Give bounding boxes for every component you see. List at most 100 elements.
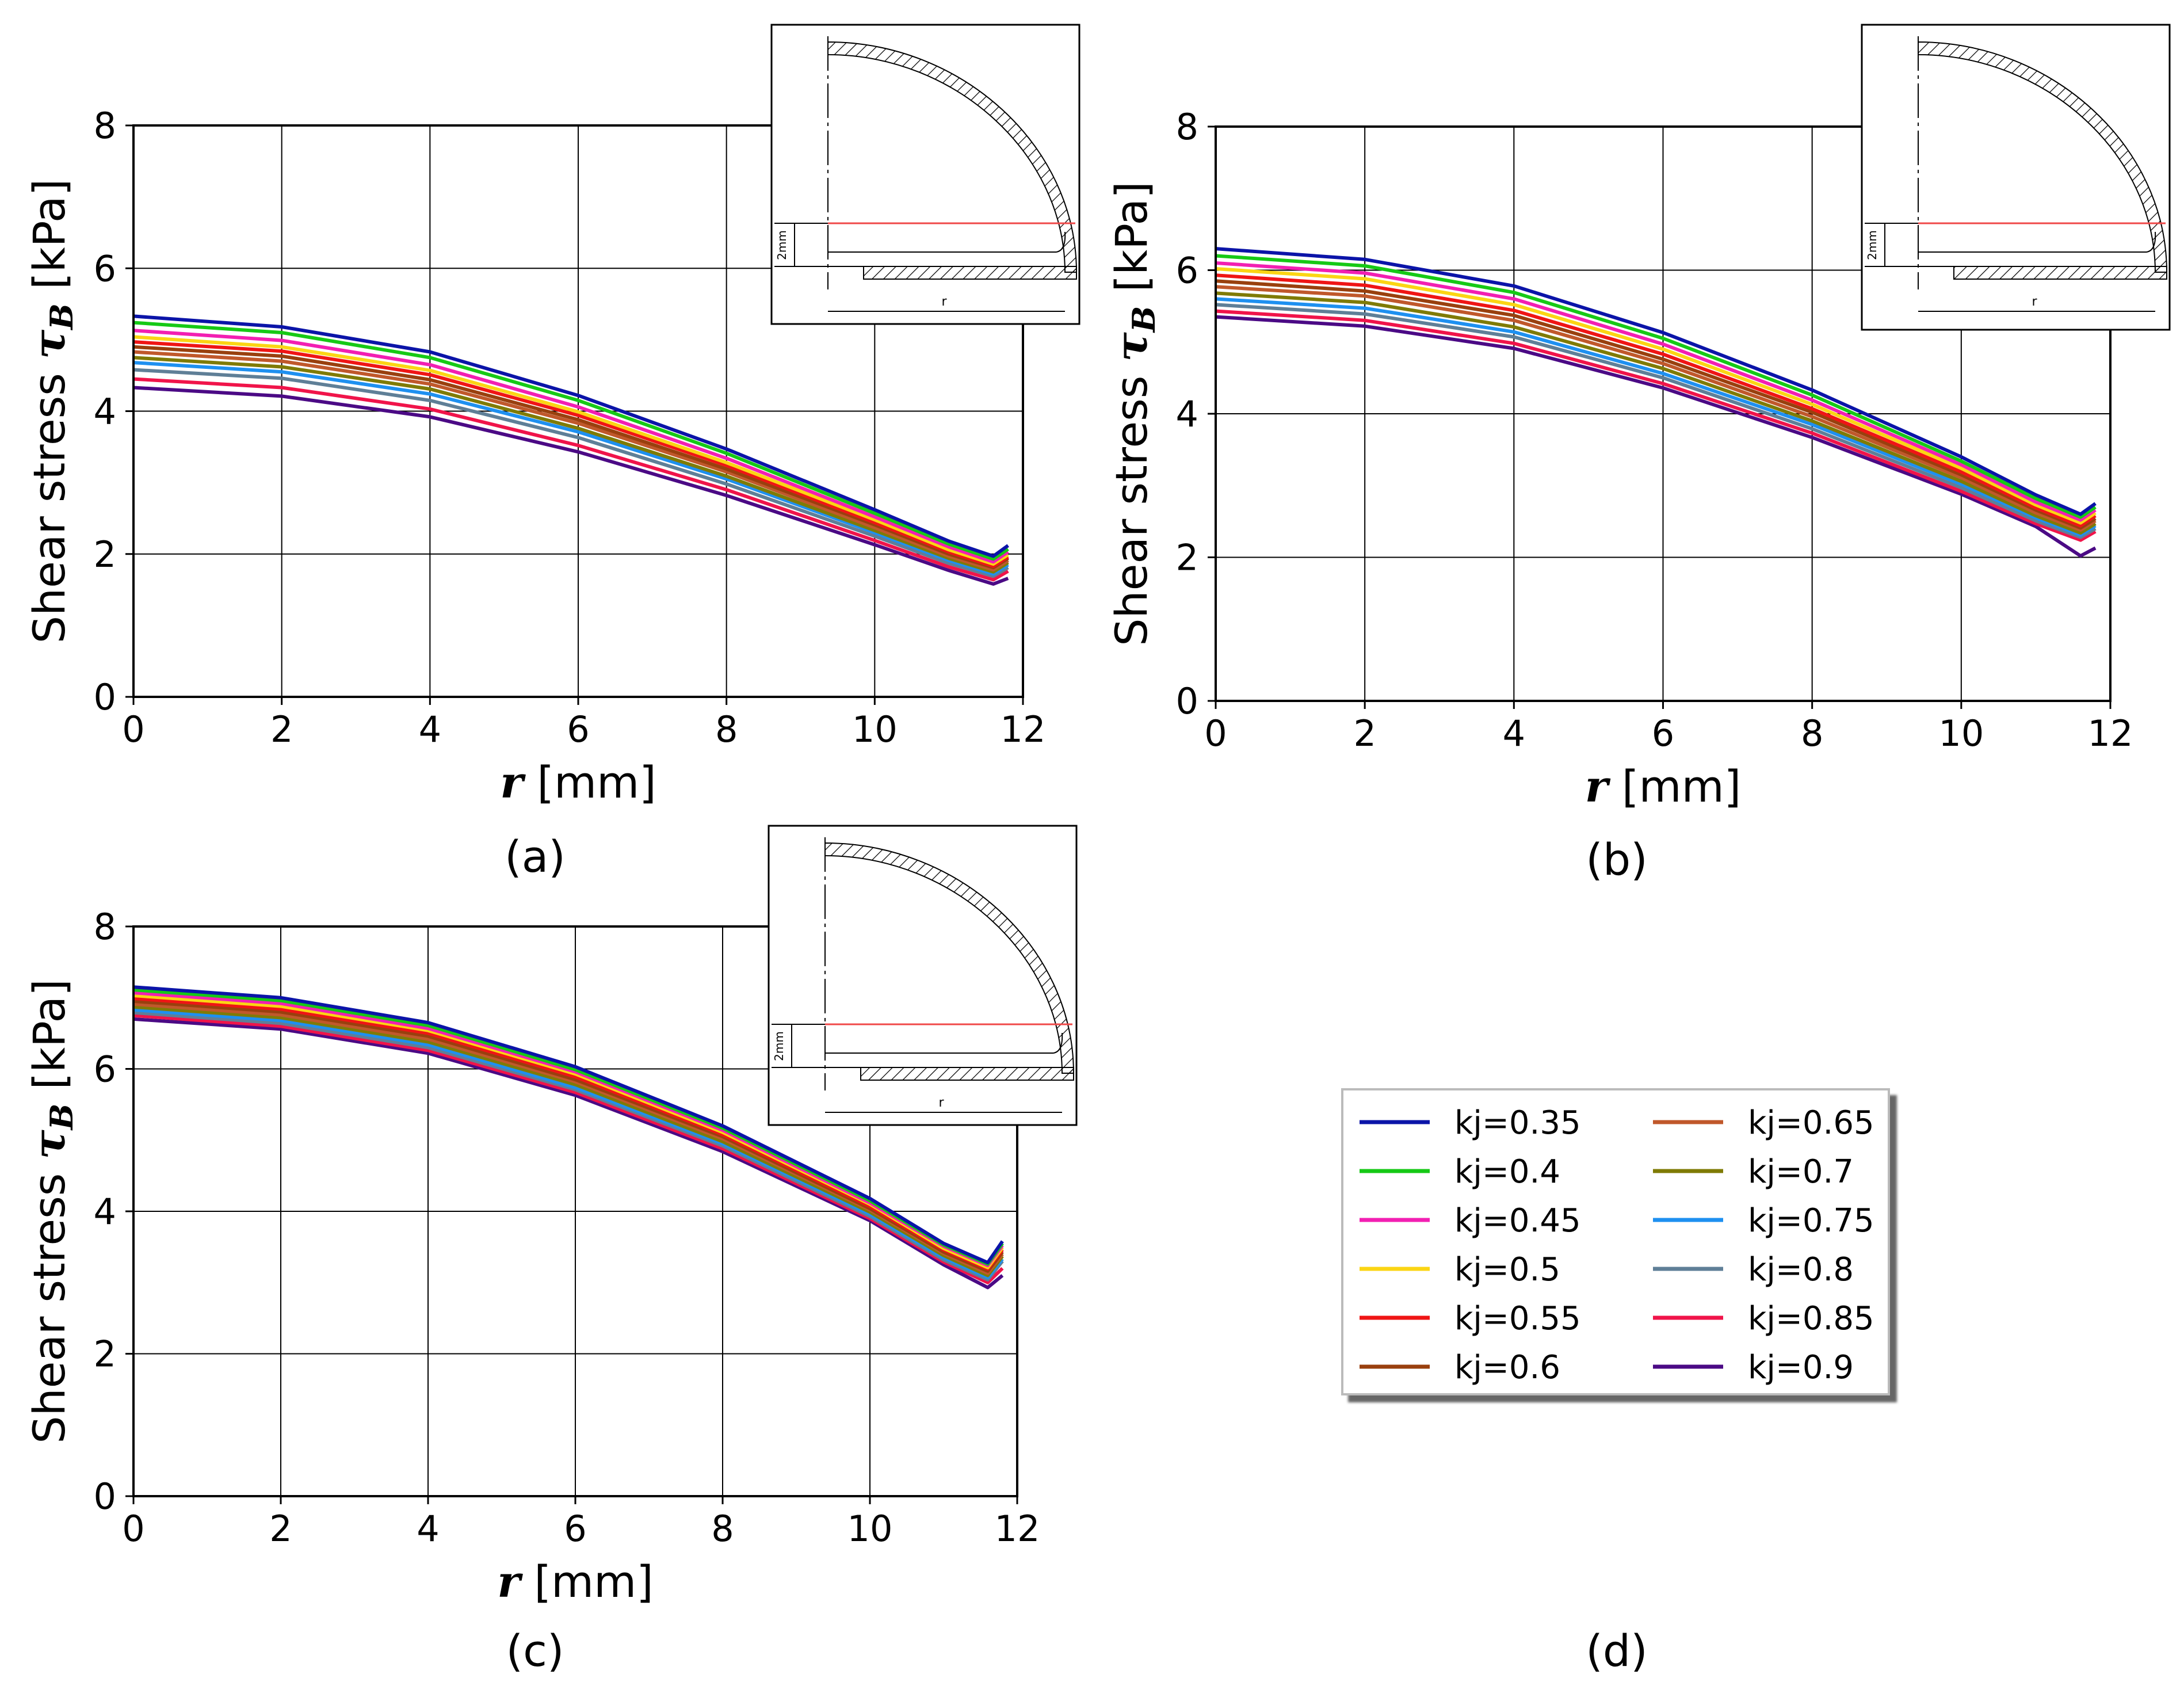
x-axis-label: r [mm] (500, 757, 656, 808)
x-tick-label: 8 (715, 708, 738, 750)
y-axis-label: Shear stress τB [kPa] (24, 979, 80, 1444)
series-line-kj-0.5 (133, 994, 1004, 1269)
series-line-kj-0.7 (1215, 291, 2097, 535)
x-tick-label: 6 (1652, 712, 1674, 754)
y-tick-label: 4 (1176, 393, 1198, 435)
chart-panel-b: 0 2 4 6 8 10 12 0 2 4 6 8 r [mm] Shear stress τB [kPa… (1106, 24, 2171, 812)
series-line-kj-0.9 (133, 1017, 1004, 1290)
legend-label: kj=0.45 (1454, 1202, 1581, 1240)
legend-label: kj=0.7 (1748, 1153, 1854, 1191)
caption-b: (b) (1586, 834, 1648, 885)
caption-c: (c) (506, 1625, 564, 1676)
x-tick-label: 8 (1801, 712, 1823, 754)
x-tick-label: 4 (419, 708, 441, 750)
y-tick-label: 2 (94, 1333, 116, 1375)
series-line-kj-0.9 (133, 386, 1009, 586)
y-tick-label: 6 (1176, 250, 1198, 292)
y-tick-label: 8 (94, 105, 116, 147)
inset-r-label: r (2032, 295, 2037, 309)
series-line-kj-0.35 (133, 985, 1004, 1265)
y-axis-symbol: τ (24, 1130, 75, 1160)
x-axis-symbol: r (1585, 761, 1611, 812)
series-line-kj-0.55 (1215, 273, 2097, 528)
y-tick-label: 2 (94, 533, 116, 575)
inset-dim-label: 2mm (772, 1031, 786, 1061)
x-axis-unit: [mm] (520, 1556, 654, 1607)
y-axis-unit: [kPa] (1106, 181, 1157, 306)
legend-label: kj=0.55 (1454, 1300, 1581, 1337)
series-line-kj-0.85 (133, 1013, 1004, 1284)
inset-diagram: 2mm r (768, 825, 1078, 1126)
series-group (1215, 247, 2097, 558)
inset-r-label: r (938, 1096, 944, 1110)
series-line-kj-0.5 (1215, 267, 2097, 525)
inset-gap-curve (1056, 231, 1066, 253)
inset-base-plate (1953, 266, 2167, 280)
series-line-kj-0.45 (1215, 261, 2097, 522)
series-line-kj-0.55 (133, 340, 1009, 568)
legend-label: kj=0.6 (1454, 1349, 1560, 1386)
x-tick-label: 0 (122, 708, 144, 750)
y-axis-symbol: τ (1106, 332, 1157, 362)
y-tick-label: 0 (94, 1475, 116, 1517)
y-tick-label: 2 (1176, 537, 1198, 579)
legend-label: kj=0.5 (1454, 1251, 1560, 1288)
y-axis-text: Shear stress (1106, 362, 1157, 646)
series-line-kj-0.7 (133, 1005, 1004, 1277)
y-tick-label: 0 (1176, 680, 1198, 722)
y-tick-label: 6 (94, 247, 116, 289)
inset-dim-label: 2mm (775, 230, 789, 260)
x-axis-symbol: r (500, 757, 526, 808)
series-line-kj-0.75 (133, 361, 1009, 576)
x-tick-label: 0 (122, 1508, 144, 1550)
legend-entries: kj=0.35 kj=0.4 kj=0.45 kj=0.5 kj=0.55 kj=0.6 k… (1360, 1104, 1874, 1386)
legend-label: kj=0.9 (1748, 1349, 1854, 1386)
caption-a: (a) (505, 831, 566, 882)
x-tick-label: 8 (711, 1508, 734, 1550)
y-axis-subscript: B (43, 303, 80, 331)
y-axis-label: Shear stress τB [kPa] (1106, 181, 1162, 646)
series-line-kj-0.45 (133, 329, 1009, 564)
series-line-kj-0.65 (133, 350, 1009, 572)
y-tick-label: 8 (1176, 106, 1198, 148)
chart-panel-a: 0 2 4 6 8 10 12 0 2 4 6 8 r [mm] Shear stress τB [kPa… (24, 24, 1080, 808)
x-tick-label: 12 (995, 1508, 1040, 1550)
inset-base-plate (863, 266, 1077, 280)
y-axis-label: Shear stress τB [kPa] (24, 179, 80, 644)
legend-label: kj=0.85 (1748, 1300, 1874, 1337)
x-tick-label: 4 (417, 1508, 439, 1550)
series-line-kj-0.75 (1215, 297, 2097, 537)
series-line-kj-0.35 (1215, 247, 2097, 516)
y-axis-symbol: τ (24, 329, 75, 359)
x-tick-label: 10 (852, 708, 898, 750)
x-tick-label: 12 (1001, 708, 1046, 750)
legend-label: kj=0.75 (1748, 1202, 1874, 1240)
x-tick-label: 4 (1503, 712, 1525, 754)
x-axis-label: r [mm] (1585, 761, 1742, 812)
x-tick-label: 6 (564, 1508, 586, 1550)
legend-box (1341, 1088, 1890, 1395)
caption-d: (d) (1586, 1625, 1648, 1676)
inset-diagram: 2mm r (1861, 24, 2171, 331)
chart-panel-c: 0 2 4 6 8 10 12 0 2 4 6 8 r [mm] Shear stress τB [kPa… (24, 825, 1078, 1607)
inset-gap-curve (1053, 1032, 1063, 1054)
x-tick-label: 6 (567, 708, 589, 750)
inset-gap-curve (2146, 231, 2156, 253)
y-tick-label: 6 (94, 1048, 116, 1090)
inset-dim-label: 2mm (1865, 230, 1879, 260)
series-line-kj-0.5 (133, 335, 1009, 566)
x-tick-label: 2 (270, 708, 293, 750)
x-axis-unit: [mm] (1608, 761, 1742, 812)
y-tick-label: 4 (94, 1191, 116, 1233)
x-tick-label: 10 (1938, 712, 1984, 754)
series-line-kj-0.9 (1215, 315, 2097, 558)
legend-label: kj=0.8 (1748, 1251, 1854, 1288)
series-line-kj-0.6 (1215, 279, 2097, 530)
series-group (133, 985, 1004, 1290)
y-axis-subscript: B (43, 1104, 80, 1131)
x-tick-label: 2 (269, 1508, 292, 1550)
series-line-kj-0.65 (1215, 285, 2097, 532)
y-axis-unit: [kPa] (24, 979, 75, 1103)
series-line-kj-0.85 (133, 377, 1009, 582)
series-line-kj-0.8 (133, 368, 1009, 578)
